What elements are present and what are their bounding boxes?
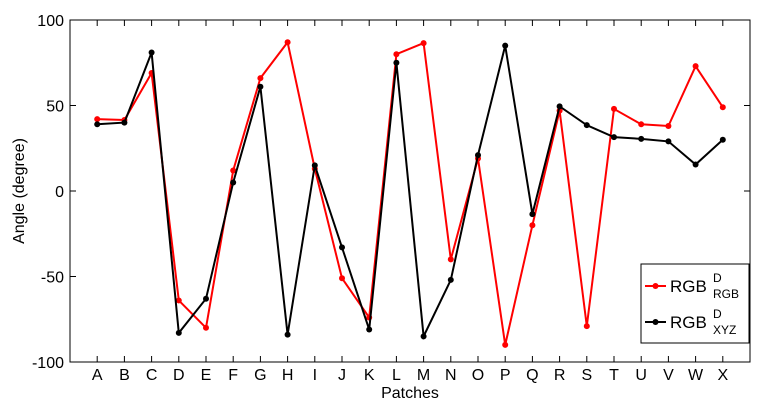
x-tick-label: M: [417, 367, 430, 384]
series-line: [97, 39, 724, 346]
data-point: [230, 167, 237, 174]
data-point: [719, 136, 726, 143]
data-point: [121, 119, 128, 126]
data-point: [447, 256, 454, 263]
legend-label: RGB: [670, 313, 707, 332]
x-tick-label: W: [688, 367, 704, 384]
data-point: [175, 329, 182, 336]
data-point: [393, 59, 400, 66]
legend-entry-rgb-xyz: RGB D XYZ: [645, 307, 736, 337]
data-point: [556, 103, 563, 110]
legend-label: RGB: [670, 277, 707, 296]
x-tick-label: K: [364, 367, 375, 384]
data-point: [203, 324, 209, 331]
y-tick-label: 0: [55, 184, 64, 201]
x-tick-label: A: [92, 367, 103, 384]
data-point: [175, 297, 182, 304]
legend-box: [640, 263, 750, 344]
y-tick-label: -50: [41, 270, 64, 287]
data-point: [692, 63, 699, 70]
data-point: [203, 295, 209, 302]
x-tick-label: E: [201, 367, 212, 384]
data-point: [475, 152, 481, 159]
legend-label-sup: D: [713, 271, 722, 285]
data-point: [148, 49, 155, 56]
data-point: [393, 51, 400, 58]
x-tick-label: F: [228, 367, 238, 384]
data-point: [420, 333, 427, 340]
data-point: [583, 323, 590, 330]
y-tick-labels: -100 -50 0 50 100: [32, 13, 64, 372]
data-point: [611, 105, 617, 112]
x-axis-title: Patches: [381, 385, 439, 401]
legend-label-sup: D: [713, 307, 722, 321]
data-point: [583, 122, 590, 129]
x-tick-label: C: [146, 367, 158, 384]
data-point: [311, 162, 318, 169]
legend: RGB D RGB RGB D XYZ: [640, 263, 750, 344]
data-point: [420, 40, 427, 47]
x-tick-label: O: [472, 367, 484, 384]
series-xyz: [94, 42, 726, 340]
x-tick-label: V: [663, 367, 674, 384]
y-axis-title: Angle (degree): [11, 138, 28, 244]
data-point: [665, 138, 672, 145]
legend-entry-rgb-rgb: RGB D RGB: [645, 271, 739, 301]
data-point: [94, 116, 101, 123]
y-tick-label: -100: [32, 355, 64, 372]
data-point: [284, 331, 291, 338]
data-point: [502, 341, 509, 348]
data-point: [339, 275, 345, 282]
data-point: [366, 326, 373, 333]
x-tick-label: Q: [526, 367, 538, 384]
data-point: [94, 121, 101, 128]
legend-swatch-marker: [652, 283, 659, 289]
data-point: [502, 42, 509, 49]
x-tick-label: H: [282, 367, 294, 384]
y-tick-label: 50: [46, 99, 64, 116]
x-tick-label: R: [554, 367, 566, 384]
data-point: [529, 211, 536, 218]
x-tick-label: X: [717, 367, 728, 384]
series-line: [97, 45, 724, 340]
x-tick-label: N: [445, 367, 457, 384]
data-point: [447, 276, 454, 283]
x-tick-label: B: [119, 367, 130, 384]
data-point: [284, 39, 291, 46]
x-tick-label: P: [500, 367, 511, 384]
x-tick-label: I: [313, 367, 317, 384]
x-tick-label: G: [254, 367, 266, 384]
data-point: [257, 75, 264, 82]
legend-swatch-marker: [652, 319, 659, 325]
data-point: [230, 179, 237, 186]
legend-label-sub: XYZ: [713, 323, 736, 337]
x-tick-label: T: [609, 367, 619, 384]
legend-label-sub: RGB: [713, 287, 739, 301]
data-point: [529, 222, 536, 229]
data-point: [692, 161, 699, 168]
y-tick-label: 100: [37, 13, 64, 30]
x-tick-label: L: [392, 367, 401, 384]
x-tick-label: S: [581, 367, 592, 384]
data-point: [719, 104, 726, 111]
x-tick-label: U: [635, 367, 647, 384]
data-point: [665, 123, 672, 130]
data-point: [638, 135, 645, 142]
axis-ticks: [70, 19, 750, 363]
x-tick-label: J: [338, 367, 346, 384]
data-point: [638, 121, 645, 128]
data-point: [339, 244, 345, 251]
series-layer: [94, 39, 726, 348]
data-point: [257, 83, 264, 90]
x-tick-label: D: [173, 367, 185, 384]
data-point: [611, 134, 617, 141]
